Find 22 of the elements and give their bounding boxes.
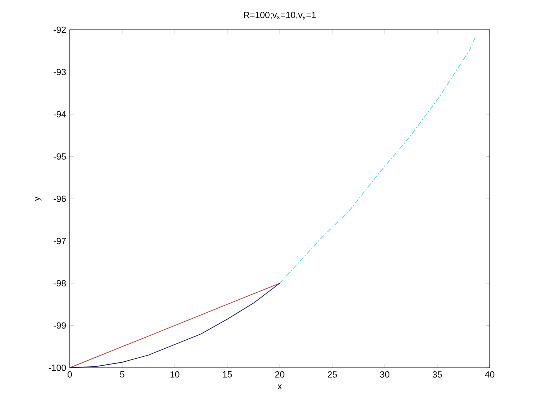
x-tick-label: 15 <box>223 372 232 378</box>
chart-title: R=100;v$_{x}$=10,v$_{y}$=1 <box>244 12 316 20</box>
y-tick-label: -93 <box>54 69 66 76</box>
x-tick-label: 30 <box>380 372 390 378</box>
x-tick-label: 20 <box>275 372 285 378</box>
y-tick-label: -92 <box>54 26 66 34</box>
x-tick-label: 5 <box>120 372 125 378</box>
x-axis-title: x <box>278 384 282 390</box>
y-tick-label: -97 <box>54 238 66 244</box>
y-tick-label: -95 <box>54 154 66 160</box>
y-tick-label: -96 <box>54 196 66 202</box>
y-tick-label: -100 <box>48 364 66 372</box>
x-tick-label: 35 <box>432 372 442 378</box>
y-tick-label: -94 <box>54 111 66 118</box>
y-tick-label: -99 <box>54 322 66 329</box>
x-tick-label: 10 <box>170 372 180 378</box>
x-tick-label: 40 <box>485 372 495 378</box>
y-tick-label: -98 <box>54 280 66 287</box>
y-axis-title: y <box>35 196 42 202</box>
x-tick-label: 0 <box>68 372 72 378</box>
x-tick-label: 25 <box>328 372 338 378</box>
line-series <box>280 38 476 284</box>
